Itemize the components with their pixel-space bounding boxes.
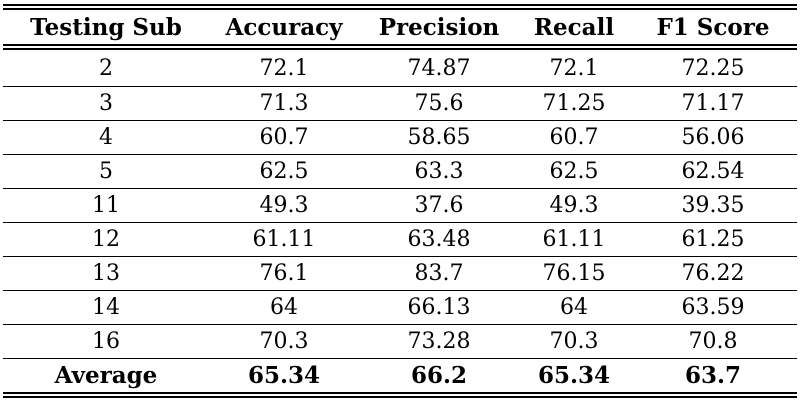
cell-accuracy: 60.7 <box>259 125 309 150</box>
cell-testing-sub: 14 <box>92 295 120 320</box>
cell-recall: 70.3 <box>549 329 599 354</box>
cell-accuracy: 76.1 <box>259 261 309 286</box>
cell-precision: 73.28 <box>407 329 471 354</box>
cell-recall: 49.3 <box>549 193 599 218</box>
cell-precision: 75.6 <box>414 91 464 116</box>
header-accuracy: Accuracy <box>225 13 343 41</box>
cell-precision: 63.48 <box>407 227 471 252</box>
cell-recall: 71.25 <box>542 91 606 116</box>
cell-f1-score: 39.35 <box>681 193 745 218</box>
cell-recall: 60.7 <box>549 125 599 150</box>
cell-f1-score: 70.8 <box>688 329 738 354</box>
cell-accuracy: 61.11 <box>252 227 316 252</box>
average-recall: 65.34 <box>537 362 611 389</box>
header-rule-2 <box>3 48 797 50</box>
average-row: Average 65.34 66.2 65.34 63.7 <box>3 359 797 392</box>
cell-f1-score: 63.59 <box>681 295 745 320</box>
header-recall: Recall <box>533 13 615 41</box>
top-rule-1 <box>3 4 797 6</box>
header-f1-score: F1 Score <box>656 13 770 41</box>
cell-f1-score: 76.22 <box>681 261 745 286</box>
cell-precision: 37.6 <box>414 193 464 218</box>
average-precision: 66.2 <box>410 362 468 389</box>
cell-accuracy: 62.5 <box>259 159 309 184</box>
cell-accuracy: 64 <box>270 295 298 320</box>
cell-testing-sub: 13 <box>92 261 120 286</box>
row-divider <box>3 324 797 325</box>
cell-f1-score: 61.25 <box>681 227 745 252</box>
cell-recall: 76.15 <box>542 261 606 286</box>
cell-precision: 66.13 <box>407 295 471 320</box>
row-divider <box>3 256 797 257</box>
average-accuracy: 65.34 <box>247 362 321 389</box>
cell-precision: 63.3 <box>414 159 464 184</box>
header-precision: Precision <box>378 13 500 41</box>
cell-f1-score: 71.17 <box>681 91 745 116</box>
bottom-rule-1 <box>3 392 797 394</box>
row-divider <box>3 358 797 359</box>
cell-recall: 61.11 <box>542 227 606 252</box>
table-row: 2 72.1 74.87 72.1 72.25 <box>3 51 797 85</box>
bottom-rule-2 <box>3 396 797 398</box>
table-row: 14 64 66.13 64 63.59 <box>3 291 797 324</box>
cell-accuracy: 71.3 <box>259 91 309 116</box>
cell-testing-sub: 2 <box>99 55 113 81</box>
row-divider <box>3 222 797 223</box>
cell-accuracy: 72.1 <box>259 55 309 81</box>
row-divider <box>3 188 797 189</box>
cell-testing-sub: 5 <box>99 159 113 184</box>
cell-f1-score: 72.25 <box>681 55 745 81</box>
cell-precision: 74.87 <box>407 55 471 81</box>
cell-accuracy: 49.3 <box>259 193 309 218</box>
average-label: Average <box>54 362 158 389</box>
row-divider <box>3 290 797 291</box>
cell-recall: 64 <box>560 295 588 320</box>
table-row: 16 70.3 73.28 70.3 70.8 <box>3 325 797 358</box>
table-row: 4 60.7 58.65 60.7 56.06 <box>3 121 797 154</box>
cell-testing-sub: 4 <box>99 125 113 150</box>
table-row: 13 76.1 83.7 76.15 76.22 <box>3 257 797 290</box>
average-f1-score: 63.7 <box>684 362 742 389</box>
table-row: 11 49.3 37.6 49.3 39.35 <box>3 189 797 222</box>
row-divider <box>3 154 797 155</box>
table-row: 12 61.11 63.48 61.11 61.25 <box>3 223 797 256</box>
cell-testing-sub: 16 <box>92 329 120 354</box>
header-testing-sub: Testing Sub <box>30 13 182 41</box>
table-row: 3 71.3 75.6 71.25 71.17 <box>3 87 797 120</box>
cell-precision: 58.65 <box>407 125 471 150</box>
row-divider <box>3 86 797 87</box>
cell-recall: 62.5 <box>549 159 599 184</box>
table-row: 5 62.5 63.3 62.5 62.54 <box>3 155 797 188</box>
cell-f1-score: 56.06 <box>681 125 745 150</box>
header-rule-1 <box>3 44 797 46</box>
cell-f1-score: 62.54 <box>681 159 745 184</box>
cell-testing-sub: 11 <box>92 193 120 218</box>
cell-testing-sub: 12 <box>92 227 120 252</box>
top-rule-2 <box>3 8 797 10</box>
cell-accuracy: 70.3 <box>259 329 309 354</box>
row-divider <box>3 120 797 121</box>
header-row: Testing Sub Accuracy Precision Recall F1… <box>3 10 797 44</box>
cell-recall: 72.1 <box>549 55 599 81</box>
cell-precision: 83.7 <box>414 261 464 286</box>
cell-testing-sub: 3 <box>99 91 113 116</box>
